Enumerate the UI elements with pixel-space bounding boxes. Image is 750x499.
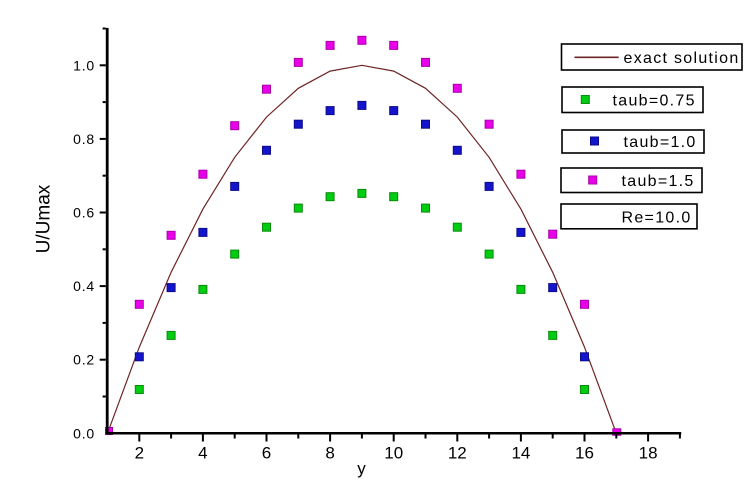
svg-text:0.4: 0.4 bbox=[73, 278, 95, 294]
svg-text:12: 12 bbox=[448, 444, 467, 463]
svg-text:4: 4 bbox=[198, 444, 207, 463]
svg-text:0.8: 0.8 bbox=[73, 131, 95, 147]
svg-text:1.0: 1.0 bbox=[73, 57, 95, 73]
svg-text:0.2: 0.2 bbox=[73, 352, 95, 368]
svg-text:0.0: 0.0 bbox=[73, 425, 95, 441]
svg-text:exact solution: exact solution bbox=[624, 50, 740, 67]
svg-text:0.6: 0.6 bbox=[73, 205, 95, 221]
svg-text:14: 14 bbox=[511, 444, 530, 463]
svg-text:taub=1.0: taub=1.0 bbox=[624, 134, 697, 151]
svg-text:Re=10.0: Re=10.0 bbox=[622, 210, 692, 227]
svg-text:taub=1.5: taub=1.5 bbox=[622, 173, 695, 190]
svg-text:U/Umax: U/Umax bbox=[34, 184, 55, 253]
svg-text:8: 8 bbox=[325, 444, 334, 463]
svg-text:6: 6 bbox=[262, 444, 271, 463]
svg-text:18: 18 bbox=[639, 444, 658, 463]
svg-text:10: 10 bbox=[384, 444, 403, 463]
svg-text:16: 16 bbox=[575, 444, 594, 463]
svg-text:y: y bbox=[357, 459, 366, 478]
svg-text:taub=0.75: taub=0.75 bbox=[613, 93, 696, 110]
svg-text:2: 2 bbox=[135, 444, 144, 463]
